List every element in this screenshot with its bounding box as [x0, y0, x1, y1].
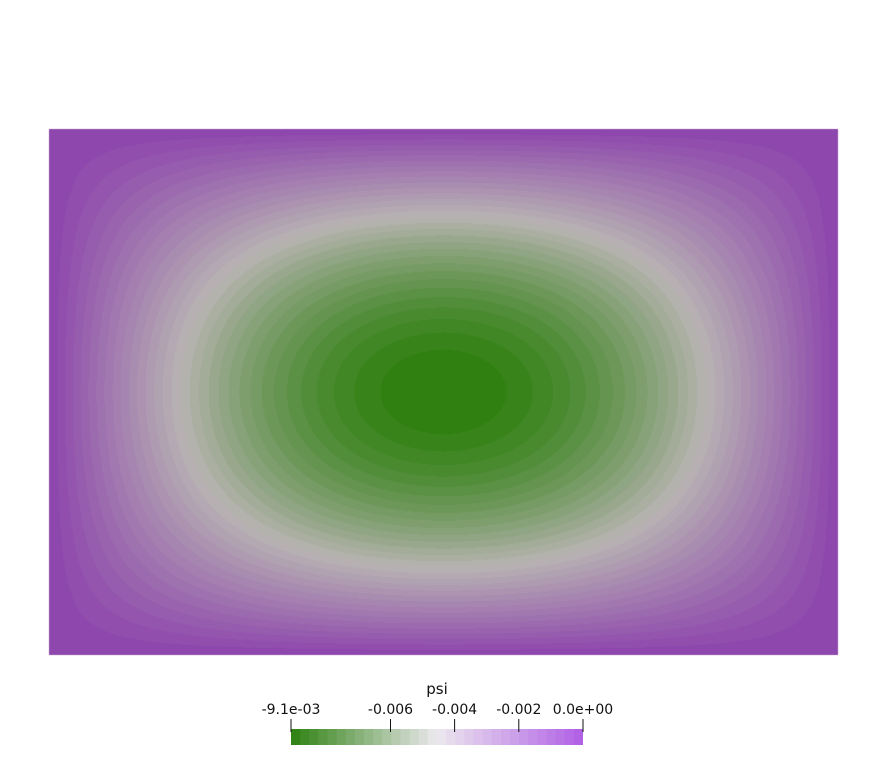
render-viewport[interactable]: psi -9.1e-03 -0.006 -0.004 -0.002 0.0e+00 — [0, 0, 887, 784]
psi-contour-plot[interactable] — [0, 0, 887, 784]
